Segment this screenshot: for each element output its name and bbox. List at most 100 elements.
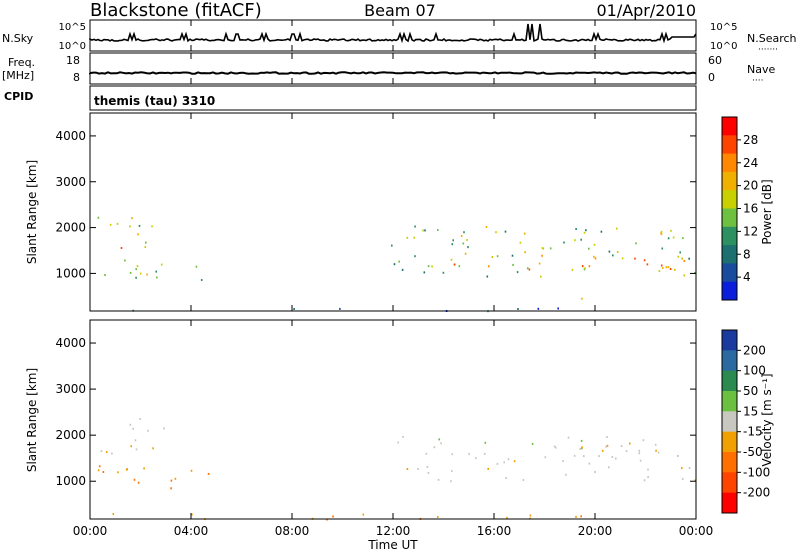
- velocity-cell: [625, 450, 628, 453]
- date-title: 01/Apr/2010: [596, 1, 696, 20]
- velocity-cell: [639, 459, 642, 462]
- velocity-cell: [112, 513, 115, 516]
- power-panel: 1000 2000 3000 4000 Slant Range [km] 28 24 20…: [25, 112, 774, 313]
- power-cell: [563, 241, 565, 244]
- power-cell: [677, 255, 680, 258]
- velocity-cell: [605, 445, 607, 448]
- freq-tick-top: 18: [66, 54, 80, 67]
- power-cell: [391, 244, 393, 247]
- colorbar-tick-label: 12: [743, 224, 758, 238]
- velocity-cell: [583, 455, 585, 458]
- power-cell: [155, 270, 157, 273]
- x-tick-label: 08:00: [275, 524, 310, 538]
- power-cell: [144, 246, 147, 248]
- power-cell: [658, 270, 661, 273]
- velocity-cell: [468, 452, 470, 455]
- power-cell: [621, 257, 624, 260]
- power-cell: [414, 225, 416, 228]
- velocity-cell: [135, 448, 138, 451]
- velocity-cell: [575, 515, 577, 518]
- y-tick-label: 2000: [55, 428, 86, 442]
- power-cell: [160, 263, 163, 266]
- y-tick-label: 3000: [55, 382, 86, 396]
- power-cell: [574, 239, 576, 242]
- nsearch-dots: ·······: [758, 45, 778, 55]
- power-cell: [557, 307, 559, 310]
- power-ylabel: Slant Range [km]: [25, 160, 39, 264]
- power-cell: [491, 256, 494, 258]
- power-cell: [616, 227, 618, 230]
- y-tick-label: 2000: [55, 221, 86, 235]
- velocity-cell: [451, 470, 453, 473]
- power-cell: [512, 263, 514, 266]
- colorbar-segment: [722, 330, 737, 351]
- velocity-cell: [581, 446, 583, 449]
- velocity-cell: [426, 465, 429, 468]
- velocity-cell: [598, 455, 600, 458]
- power-cell: [523, 232, 526, 235]
- nsearch-tick-top: 10^5: [710, 22, 737, 33]
- velocity-cell: [654, 443, 657, 446]
- power-cell: [464, 252, 467, 255]
- velocity-cell: [450, 480, 452, 483]
- freq-line: [89, 71, 697, 75]
- power-cell: [643, 259, 646, 262]
- y-tick-label: 3000: [55, 175, 86, 189]
- colorbar-tick-label: 28: [743, 133, 758, 147]
- velocity-cell: [170, 479, 173, 482]
- velocity-cell: [190, 469, 193, 472]
- velocity-cell: [117, 471, 119, 474]
- velocity-cell: [522, 479, 525, 481]
- velocity-cell: [437, 516, 439, 518]
- velocity-y-ticks: 1000 2000 3000 4000: [55, 336, 696, 488]
- power-cell: [660, 230, 663, 233]
- nsky-label: N.Sky: [2, 32, 34, 45]
- power-cbar-label: Power [dB]: [760, 179, 774, 244]
- freq-label: Freq.: [8, 56, 35, 69]
- nsky-panel: N.Sky 10^5 10^0 10^5 10^0 N.Search ·····…: [2, 19, 797, 55]
- power-cell: [516, 271, 519, 274]
- velocity-cell: [438, 438, 440, 441]
- power-cell: [681, 257, 683, 260]
- power-frame: [89, 112, 697, 312]
- colorbar-tick-label: 8: [743, 247, 751, 261]
- power-cell: [422, 229, 424, 232]
- y-tick-label: 1000: [55, 474, 86, 488]
- velocity-cell: [152, 447, 154, 450]
- nave-tick-bottom: 0: [708, 71, 715, 84]
- power-cell: [667, 266, 670, 269]
- power-cell: [136, 265, 139, 268]
- power-region-6: [581, 297, 583, 300]
- colorbar-segment: [722, 350, 737, 372]
- power-cell: [688, 257, 690, 260]
- velocity-cell: [425, 452, 428, 455]
- power-cell: [339, 307, 341, 310]
- nave-dots: ····: [752, 76, 763, 86]
- x-tick-label: 20:00: [578, 524, 613, 538]
- power-cell: [195, 265, 198, 268]
- power-cell: [511, 254, 514, 257]
- power-cell: [398, 260, 400, 263]
- colorbar-segment: [722, 452, 737, 473]
- power-cell: [437, 229, 439, 231]
- velocity-cell: [638, 452, 641, 455]
- velocity-colorbar: 200 100 50 15 -15 -50 -100 -200: [721, 329, 770, 514]
- power-region-1: [104, 259, 203, 281]
- velocity-cell: [531, 442, 534, 445]
- velocity-cell: [681, 477, 684, 480]
- power-cell: [137, 233, 139, 236]
- velocity-cell: [503, 461, 505, 464]
- velocity-cell: [496, 462, 499, 465]
- power-cell: [431, 265, 433, 268]
- velocity-cell: [544, 456, 547, 459]
- colorbar-tick-label: 200: [743, 343, 766, 357]
- power-cell: [451, 243, 453, 246]
- velocity-cell: [98, 465, 101, 468]
- velocity-panel: 1000 2000 3000 4000 Slant Range [km] 200 100…: [25, 319, 774, 521]
- velocity-ylabel: Slant Range [km]: [25, 368, 39, 472]
- power-cell: [401, 268, 404, 271]
- power-cell: [588, 247, 590, 250]
- power-y-ticks: 1000 2000 3000 4000: [55, 129, 696, 280]
- velocity-cell: [191, 513, 193, 516]
